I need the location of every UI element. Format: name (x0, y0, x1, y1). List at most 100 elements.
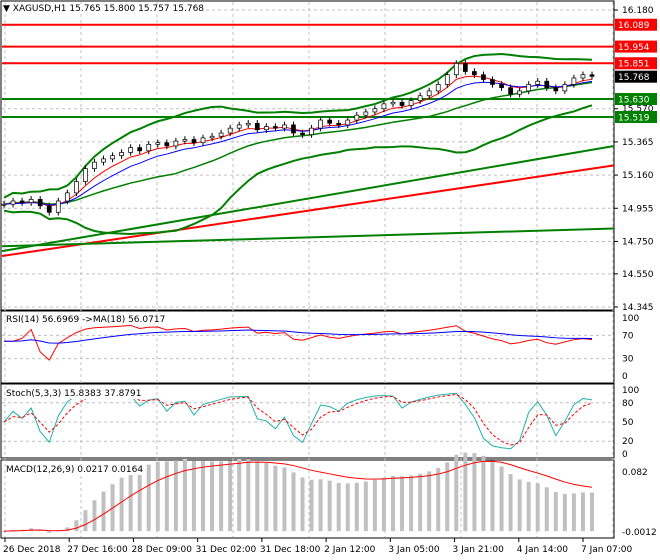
high-value: 15.800 (103, 4, 136, 14)
macd-histogram-bar (463, 452, 468, 532)
candle-body (64, 192, 70, 202)
candle-body (254, 122, 260, 131)
macd-histogram-bar (517, 479, 522, 532)
macd-histogram-bar (345, 483, 350, 532)
rsi-line (4, 324, 593, 361)
macd-histogram-bar (291, 472, 296, 532)
candle-body (390, 101, 396, 105)
macd-histogram-bar (318, 479, 323, 532)
macd-histogram-bar (499, 466, 504, 532)
macd-histogram-bar (354, 482, 359, 532)
candle-body (426, 90, 432, 97)
close-value: 15.768 (172, 4, 205, 14)
level-label: 16.089 (618, 21, 650, 31)
candle-body (245, 122, 251, 126)
candle-body (345, 119, 351, 126)
candle-body (173, 140, 179, 147)
macd-histogram-bar (327, 480, 332, 532)
candle-body (273, 126, 278, 129)
candle-body (463, 63, 468, 72)
symbol-label: XAGUSD,H1 (12, 4, 67, 14)
level-tag (615, 93, 657, 106)
candle-body (327, 119, 333, 124)
macd-histogram-bar (119, 477, 124, 532)
candle-body (444, 74, 450, 85)
candle-body (46, 205, 52, 213)
stoch-label: Stoch(5,3,3) 15.8383 37.8791 (6, 389, 142, 399)
time-label: 4 Jan 14:00 (517, 545, 569, 555)
stoch-signal-line (3, 393, 593, 446)
candle-body (227, 127, 233, 134)
panel-frame-2 (0, 383, 615, 459)
candle-body (282, 124, 287, 129)
macd-histogram-bar (83, 510, 88, 532)
candle-body (164, 142, 170, 147)
macd-histogram-bar (454, 454, 459, 532)
rsi-ma-line (4, 329, 593, 344)
candle-body (435, 84, 441, 92)
panel-frame-0 (0, 0, 615, 311)
macd-histogram-bar (508, 474, 513, 532)
time-label: 26 Dec 2018 (3, 545, 61, 555)
candle-body (83, 168, 88, 182)
candle-body (363, 111, 369, 116)
macd-histogram-bar (255, 461, 260, 532)
level-tag (615, 40, 657, 53)
macd-histogram-bar (418, 473, 423, 532)
macd-histogram-bar (544, 487, 549, 532)
candle-body (544, 80, 550, 89)
price-tick-label: 14.550 (622, 270, 654, 280)
macd-histogram-bar (137, 468, 142, 532)
macd-histogram-bar (65, 527, 70, 532)
macd-histogram-bar (590, 492, 594, 532)
level-label: 15.954 (618, 43, 650, 53)
macd-histogram-bar (282, 467, 287, 532)
trendline (1, 164, 615, 258)
level-label: 15.519 (618, 113, 650, 123)
candle-body (453, 63, 459, 76)
rsi-tick-label: 100 (622, 314, 639, 324)
rsi-label: RSI(14) 56.6969 ->MA(18) 56.0717 (6, 315, 166, 325)
macd-histogram-bar (490, 460, 495, 532)
trendline (1, 144, 615, 253)
macd-histogram-bar (128, 471, 133, 532)
low-value: 15.757 (138, 4, 170, 14)
macd-histogram-bar (580, 492, 585, 532)
candle-body (399, 101, 405, 106)
macd-histogram-bar (146, 464, 151, 532)
candle-body (571, 77, 577, 85)
candle-body (209, 135, 215, 139)
macd-histogram-bar (173, 460, 178, 532)
macd-histogram-bar (228, 460, 233, 532)
macd-histogram-bar (445, 462, 450, 532)
price-tick-label: 14.345 (622, 303, 654, 313)
macd-histogram-bar (363, 481, 368, 532)
candle-body (562, 84, 568, 92)
stoch-main-line (3, 392, 593, 450)
time-label: 7 Jan 07:00 (581, 545, 633, 555)
macd-histogram-bar (526, 481, 531, 532)
candle-body (146, 143, 152, 152)
macd-tick-label: -0.0012 (622, 528, 657, 538)
candle-body (119, 152, 124, 157)
bollinger-middle (3, 81, 593, 205)
time-label: 27 Dec 16:00 (67, 545, 128, 555)
macd-tick-label: 0.082 (622, 468, 648, 478)
candle-body (336, 122, 342, 126)
time-label: 2 Jan 12:00 (324, 545, 376, 555)
stoch-tick-label: 0 (622, 450, 628, 460)
candle-body (155, 142, 161, 145)
macd-histogram-bar (553, 492, 558, 532)
macd-histogram-bar (336, 482, 341, 532)
dropdown-triangle-icon[interactable]: ▼ (3, 4, 10, 14)
candle-body (110, 155, 115, 160)
panel-frame-1 (0, 310, 615, 384)
macd-histogram-bar (2, 531, 6, 533)
macd-histogram-bar (47, 531, 52, 533)
candle-body (481, 74, 486, 80)
price-tick-label: 15.365 (622, 138, 654, 148)
candle-body (372, 108, 378, 113)
stoch-tick-label: 50 (622, 418, 634, 428)
